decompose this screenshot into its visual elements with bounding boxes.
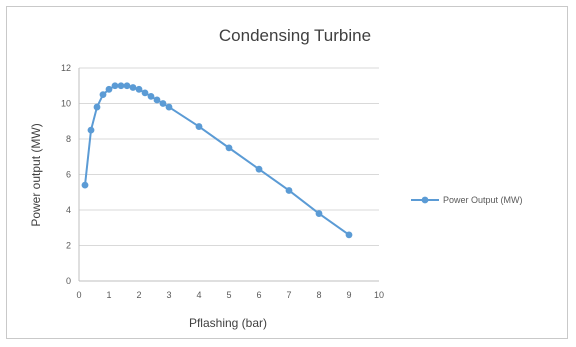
x-tick-label: 9	[346, 290, 351, 300]
x-tick-label: 2	[136, 290, 141, 300]
chart-frame: Condensing Turbine Pflashing (bar) Power…	[6, 6, 568, 339]
y-tick-label: 2	[66, 241, 71, 251]
y-tick-label: 8	[66, 134, 71, 144]
data-point	[255, 165, 263, 173]
data-point	[159, 100, 167, 107]
data-point	[105, 85, 113, 93]
x-tick-label: 6	[256, 290, 261, 300]
y-tick-label: 10	[61, 99, 71, 109]
x-tick-label: 5	[226, 290, 231, 300]
y-tick-label: 4	[66, 205, 71, 215]
data-point	[135, 85, 143, 93]
data-point	[81, 181, 89, 189]
y-axis-title: Power output (MW)	[29, 123, 43, 226]
data-point	[195, 123, 203, 130]
legend-marker	[421, 196, 429, 204]
x-tick-label: 1	[106, 290, 111, 300]
data-point	[165, 103, 173, 111]
data-point	[87, 126, 95, 134]
x-axis-title: Pflashing (bar)	[189, 316, 267, 330]
chart-title: Condensing Turbine	[219, 26, 371, 45]
data-point	[129, 84, 137, 91]
chart-svg: Condensing Turbine Pflashing (bar) Power…	[29, 26, 523, 330]
data-point	[153, 96, 161, 104]
data-point	[285, 187, 293, 194]
data-point	[147, 93, 155, 100]
data-point	[123, 82, 131, 90]
data-point	[93, 103, 101, 111]
legend-label: Power Output (MW)	[443, 195, 523, 205]
y-tick-label: 6	[66, 170, 71, 180]
data-point	[225, 144, 233, 152]
y-tick-label: 12	[61, 63, 71, 73]
data-point	[345, 231, 353, 239]
x-tick-label: 4	[196, 290, 201, 300]
data-point	[99, 91, 107, 99]
data-point	[117, 82, 125, 90]
data-point	[315, 210, 323, 217]
y-tick-label: 0	[66, 276, 71, 286]
data-point	[111, 82, 119, 90]
x-tick-label: 7	[286, 290, 291, 300]
x-tick-label: 3	[166, 290, 171, 300]
x-tick-label: 8	[316, 290, 321, 300]
series-line	[84, 84, 350, 236]
x-tick-label: 0	[76, 290, 81, 300]
x-tick-label: 10	[374, 290, 384, 300]
data-point	[141, 89, 149, 97]
